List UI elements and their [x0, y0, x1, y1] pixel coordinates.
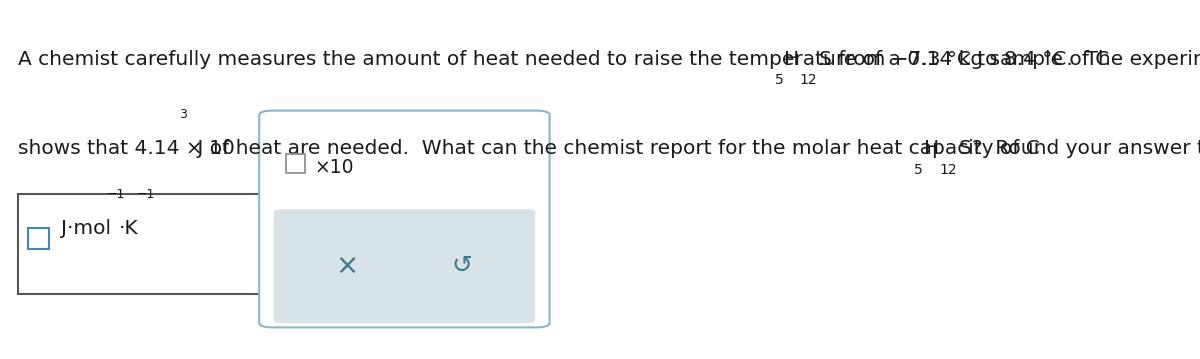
- Text: J of heat are needed.  What can the chemist report for the molar heat capacity o: J of heat are needed. What can the chemi…: [191, 139, 1039, 158]
- FancyBboxPatch shape: [18, 194, 264, 294]
- FancyBboxPatch shape: [286, 154, 305, 173]
- Text: S from −7.3 °C to 8.4 °C.  The experiment: S from −7.3 °C to 8.4 °C. The experiment: [818, 50, 1200, 69]
- Text: ×: ×: [335, 252, 359, 280]
- FancyBboxPatch shape: [28, 228, 49, 249]
- Text: ↺: ↺: [451, 254, 473, 278]
- Text: −1: −1: [107, 188, 125, 201]
- Text: H: H: [785, 50, 799, 69]
- Text: −1: −1: [137, 188, 155, 201]
- Text: 5: 5: [775, 73, 784, 87]
- Text: 12: 12: [940, 163, 958, 177]
- Text: A chemist carefully measures the amount of heat needed to raise the temperature : A chemist carefully measures the amount …: [18, 50, 1109, 69]
- FancyBboxPatch shape: [259, 111, 550, 327]
- Text: 5: 5: [914, 163, 923, 177]
- Text: ·K: ·K: [119, 219, 138, 238]
- Text: 12: 12: [799, 73, 817, 87]
- FancyBboxPatch shape: [274, 209, 535, 323]
- Text: H: H: [924, 139, 940, 158]
- Text: J·mol: J·mol: [61, 219, 112, 238]
- Text: shows that 4.14 × 10: shows that 4.14 × 10: [18, 139, 235, 158]
- Text: ×10: ×10: [314, 158, 354, 177]
- Text: S?  Round your answer to 2 significant digits.: S? Round your answer to 2 significant di…: [959, 139, 1200, 158]
- Text: 3: 3: [179, 108, 187, 121]
